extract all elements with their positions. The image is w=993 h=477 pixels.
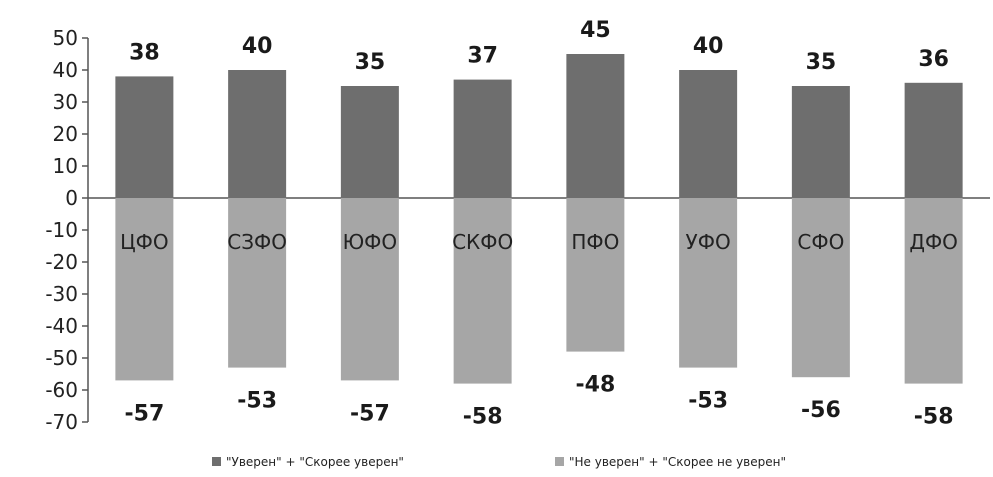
data-label-positive: 36 [918, 47, 949, 72]
y-tick-label: -10 [45, 218, 78, 242]
category-label: ЮФО [343, 230, 398, 254]
y-tick-label: 40 [53, 58, 78, 82]
bar-negative [679, 198, 738, 368]
y-tick-label: 0 [65, 186, 78, 210]
data-label-negative: -56 [801, 398, 841, 423]
y-tick-label: 10 [53, 154, 78, 178]
data-label-negative: -57 [350, 401, 390, 426]
bar-negative [904, 198, 963, 384]
bar-positive [566, 54, 625, 198]
category-labels: ЦФО СЗФО ЮФО СКФО ПФО УФО СФО ДФО [120, 230, 958, 254]
bar-positive [115, 76, 174, 198]
bar-positive [228, 70, 287, 198]
category-label: СКФО [452, 230, 513, 254]
data-label-negative: -48 [576, 373, 616, 398]
bars [115, 54, 963, 384]
y-tick-label: -50 [45, 346, 78, 370]
bar-positive [904, 82, 963, 198]
legend-swatch-negative [555, 457, 564, 466]
data-label-negative: -53 [688, 389, 728, 414]
legend: "Уверен" + "Скорее уверен" "Не уверен" +… [212, 455, 786, 469]
bar-positive [679, 70, 738, 198]
y-tick-label: 30 [53, 90, 78, 114]
category-label: ПФО [571, 230, 619, 254]
legend-swatch-positive [212, 457, 221, 466]
bar-negative [115, 198, 174, 381]
bar-positive [340, 86, 399, 198]
data-label-positive: 35 [806, 50, 837, 75]
data-label-positive: 37 [467, 44, 498, 69]
bar-negative [453, 198, 512, 384]
y-tick-label: -40 [45, 314, 78, 338]
bar-negative [228, 198, 287, 368]
data-label-positive: 45 [580, 18, 611, 43]
data-label-positive: 40 [242, 34, 273, 59]
category-label: УФО [686, 230, 731, 254]
category-label: СФО [797, 230, 844, 254]
data-label-positive: 35 [355, 50, 386, 75]
bar-negative [340, 198, 399, 381]
y-tick-label: -70 [45, 410, 78, 434]
data-label-negative: -57 [125, 401, 165, 426]
data-label-negative: -58 [463, 405, 503, 430]
data-labels: 38 -57 40 -53 35 -57 37 -58 45 -48 40 -53 35 -56 36 -58 [125, 18, 954, 430]
y-tick-label: 20 [53, 122, 78, 146]
bar-positive [453, 79, 512, 198]
y-tick-label: -30 [45, 282, 78, 306]
bar-negative [791, 198, 850, 378]
legend-label-negative: "Не уверен" + "Скорее не уверен" [569, 455, 786, 469]
y-tick-label: 50 [53, 26, 78, 50]
bar-positive [791, 86, 850, 198]
category-label: ЦФО [120, 230, 169, 254]
category-label: ДФО [909, 230, 958, 254]
category-label: СЗФО [227, 230, 287, 254]
legend-label-positive: "Уверен" + "Скорее уверен" [226, 455, 404, 469]
data-label-positive: 38 [129, 40, 160, 65]
y-tick-label: -20 [45, 250, 78, 274]
y-axis: 50 40 30 20 10 0 -10 -20 -30 -40 -50 -60 -70 [45, 26, 990, 434]
data-label-positive: 40 [693, 34, 724, 59]
bar-negative [566, 198, 625, 352]
y-tick-label: -60 [45, 378, 78, 402]
data-label-negative: -53 [237, 389, 277, 414]
data-label-negative: -58 [914, 405, 954, 430]
